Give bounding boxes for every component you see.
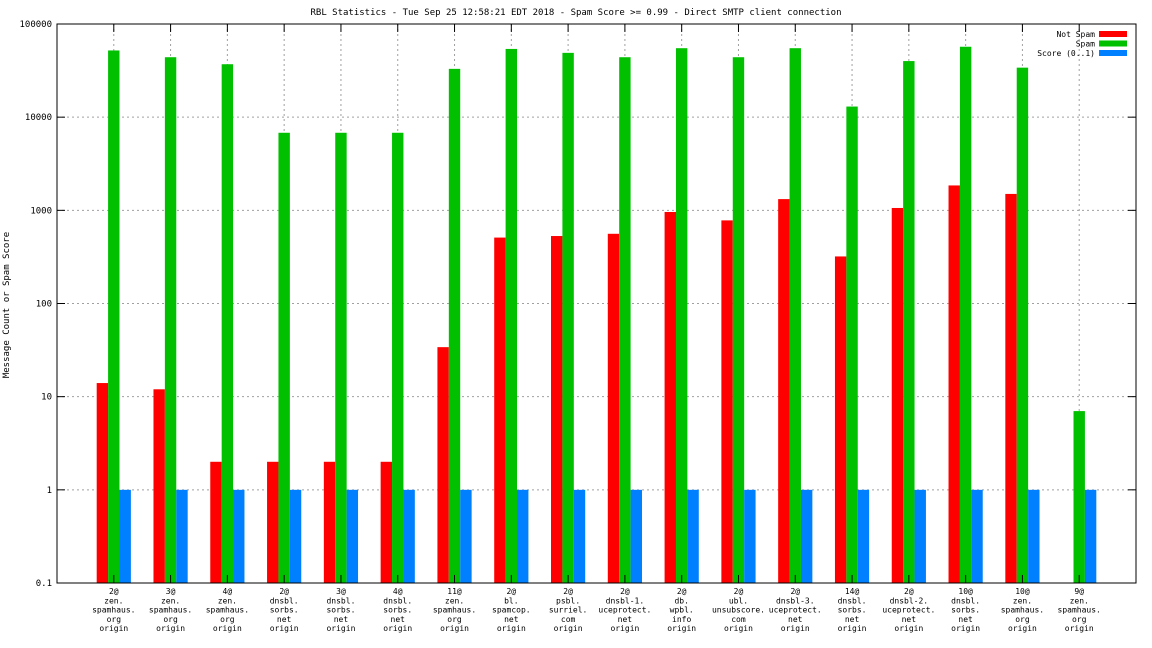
bar-score-0-1 xyxy=(289,489,302,583)
bar-not-spam xyxy=(323,461,336,583)
bar-score-0-1 xyxy=(914,489,926,583)
legend-swatch xyxy=(1099,40,1127,47)
x-tick-label: 10@ zen. spamhaus. org origin xyxy=(1001,587,1044,633)
legend-label: Score (0..1) xyxy=(1037,49,1095,58)
bar-not-spam xyxy=(891,207,904,583)
axis-ticks: 0.1 1 10 100 1000 10000 100000 2@ zen. spamhaus. o… xyxy=(19,20,1136,633)
bar-spam xyxy=(164,57,177,584)
bar-not-spam xyxy=(721,220,733,583)
y-tick-label: 100 xyxy=(36,300,52,310)
bar-spam xyxy=(278,132,290,584)
x-tick-label: 2@ dnsbl. sorbs. net origin xyxy=(270,587,299,633)
bar-spam xyxy=(392,132,404,584)
x-tick-label: 14@ dnsbl. sorbs. net origin xyxy=(838,587,867,633)
bar-score-0-1 xyxy=(119,489,131,583)
bar-score-0-1 xyxy=(744,489,756,583)
x-tick-label: 2@ db. wpbl. info origin xyxy=(667,587,696,633)
x-tick-label: 3@ zen. spamhaus. org origin xyxy=(149,587,192,633)
bar-score-0-1 xyxy=(630,489,642,583)
bar-not-spam xyxy=(664,211,676,584)
bar-not-spam xyxy=(96,383,109,583)
bar-spam xyxy=(619,57,631,584)
bar-spam xyxy=(732,57,745,584)
bar-score-0-1 xyxy=(800,489,813,583)
x-tick-label: 2@ ubl. unsubscore. com origin xyxy=(712,587,765,633)
bar-score-0-1 xyxy=(857,489,870,583)
bar-not-spam xyxy=(551,236,563,583)
bar-spam xyxy=(789,48,801,584)
x-tick-label: 9@ zen. spamhaus. org origin xyxy=(1058,587,1101,633)
y-tick-label: 10000 xyxy=(25,113,52,123)
bar-not-spam xyxy=(948,185,960,583)
bar-score-0-1 xyxy=(573,489,586,583)
bar-not-spam xyxy=(437,347,449,583)
bar-spam xyxy=(505,48,518,583)
bar-spam xyxy=(675,48,688,584)
bar-not-spam xyxy=(1005,193,1017,583)
y-axis-label: Message Count or Spam Score xyxy=(2,232,12,378)
bar-score-0-1 xyxy=(403,489,415,583)
y-tick-label: 1 xyxy=(47,486,52,496)
x-tick-label: 2@ psbl. surriel. com origin xyxy=(549,587,588,633)
x-tick-label: 2@ zen. spamhaus. org origin xyxy=(92,587,135,633)
bar-not-spam xyxy=(210,461,222,583)
x-tick-label: 4@ zen. spamhaus. org origin xyxy=(206,587,249,633)
y-tick-label: 10 xyxy=(41,393,52,403)
bar-not-spam xyxy=(153,389,165,583)
bar-not-spam xyxy=(607,233,620,583)
bar-spam xyxy=(903,61,915,583)
bar-spam xyxy=(448,68,461,583)
bar-not-spam xyxy=(267,461,279,583)
bar-not-spam xyxy=(834,256,847,583)
bar-score-0-1 xyxy=(687,489,699,583)
bar-spam xyxy=(1016,67,1029,583)
bar-score-0-1 xyxy=(971,489,983,583)
bar-not-spam xyxy=(778,199,790,584)
y-tick-label: 0.1 xyxy=(36,579,52,589)
legend-label: Not Spam xyxy=(1056,30,1095,39)
x-tick-label: 4@ dnsbl. sorbs. net origin xyxy=(383,587,412,633)
x-tick-label: 2@ dnsbl-3. uceprotect. net origin xyxy=(769,587,822,633)
x-tick-label: 3@ dnsbl. sorbs. net origin xyxy=(326,587,355,633)
bar-not-spam xyxy=(494,237,506,583)
x-tick-label: 10@ dnsbl. sorbs. net origin xyxy=(951,587,980,633)
bar-spam xyxy=(959,46,972,584)
x-tick-label: 2@ bl. spamcop. net origin xyxy=(492,587,531,633)
legend-swatch xyxy=(1099,50,1127,56)
bar-score-0-1 xyxy=(460,489,472,583)
bar-spam xyxy=(335,132,347,584)
bar-score-0-1 xyxy=(233,489,245,583)
bar-score-0-1 xyxy=(1028,489,1040,583)
bar-score-0-1 xyxy=(176,489,188,583)
legend-label: Spam xyxy=(1076,40,1095,49)
bar-spam xyxy=(846,106,858,584)
y-tick-label: 1000 xyxy=(30,206,52,216)
bar-spam xyxy=(1073,411,1085,583)
x-tick-label: 11@ zen. spamhaus. org origin xyxy=(433,587,476,633)
x-tick-label: 2@ dnsbl-2. uceprotect. net origin xyxy=(882,587,935,633)
legend-swatch xyxy=(1099,31,1127,37)
bar-not-spam xyxy=(380,461,393,583)
bar-spam xyxy=(108,50,120,583)
bar-score-0-1 xyxy=(346,489,359,583)
bar-spam xyxy=(221,64,234,584)
bars xyxy=(96,46,1097,584)
bar-score-0-1 xyxy=(517,489,529,583)
bar-score-0-1 xyxy=(1084,489,1097,583)
chart-title: RBL Statistics - Tue Sep 25 12:58:21 EDT… xyxy=(310,8,841,18)
bar-spam xyxy=(562,52,574,583)
y-tick-label: 100000 xyxy=(19,20,52,30)
x-tick-label: 2@ dnsbl-1. uceprotect. net origin xyxy=(598,587,651,633)
